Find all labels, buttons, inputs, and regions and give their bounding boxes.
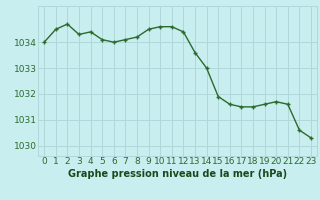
X-axis label: Graphe pression niveau de la mer (hPa): Graphe pression niveau de la mer (hPa) — [68, 169, 287, 179]
